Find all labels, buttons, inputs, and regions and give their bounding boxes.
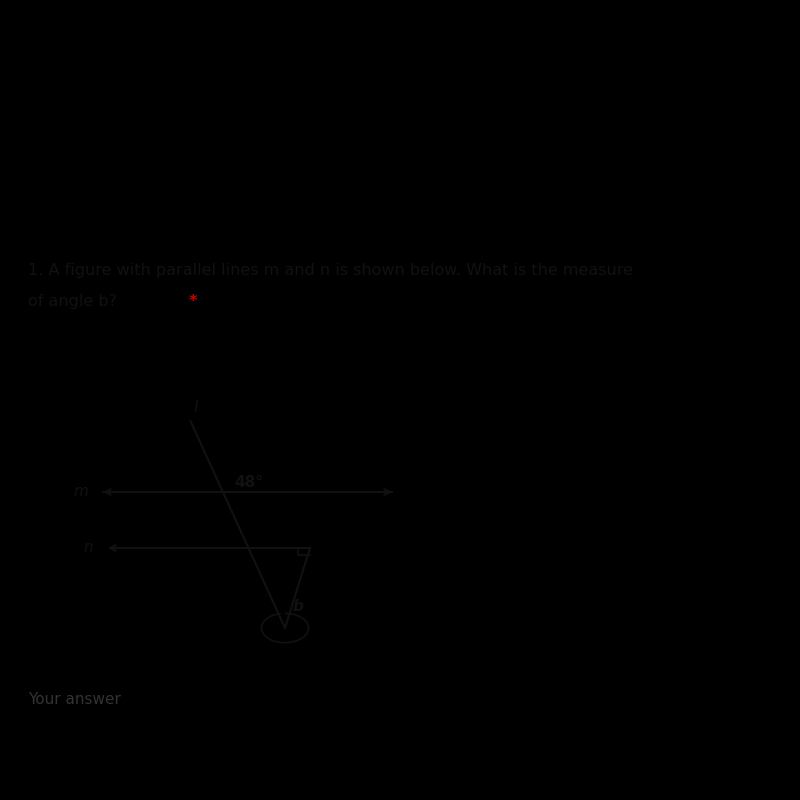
Text: m: m [74,485,88,499]
Text: l: l [194,400,198,415]
Text: of angle b?: of angle b? [27,294,122,310]
Text: Your answer: Your answer [27,692,121,707]
Text: 1. A figure with parallel lines m and n is shown below. What is the measure: 1. A figure with parallel lines m and n … [27,262,633,278]
Text: *: * [188,294,197,310]
Text: b: b [293,598,304,614]
Text: 48°: 48° [234,474,263,490]
Text: n: n [84,541,94,555]
